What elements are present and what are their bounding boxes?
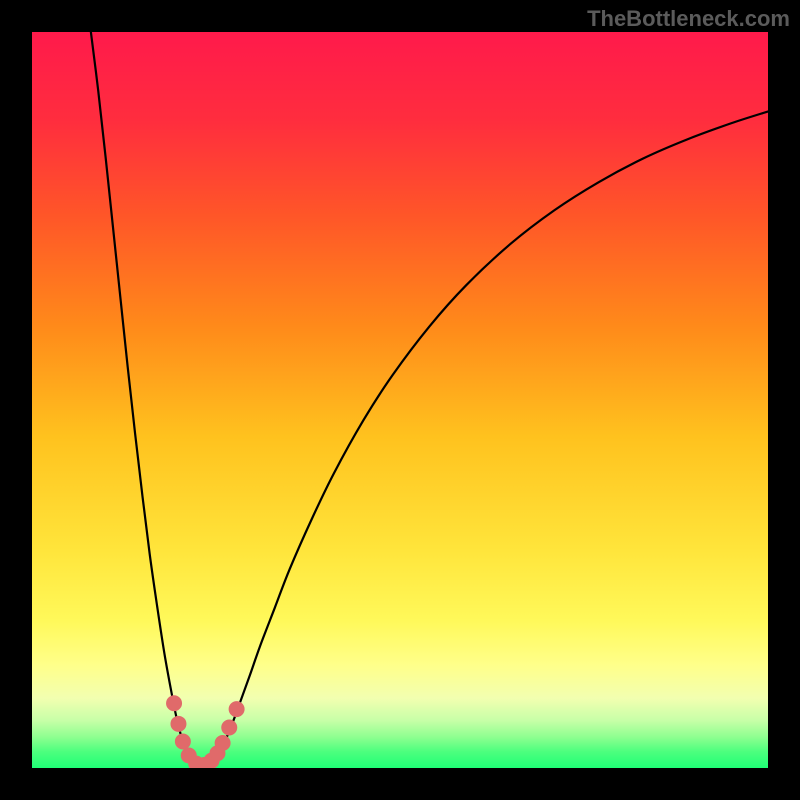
- curve-marker: [215, 735, 230, 750]
- curve-marker: [175, 734, 190, 749]
- bottleneck-chart: [0, 0, 800, 800]
- curve-marker: [222, 720, 237, 735]
- watermark-text: TheBottleneck.com: [587, 6, 790, 32]
- curve-marker: [229, 702, 244, 717]
- curve-marker: [167, 696, 182, 711]
- plot-gradient-background: [32, 32, 768, 768]
- curve-marker: [171, 716, 186, 731]
- chart-stage: TheBottleneck.com: [0, 0, 800, 800]
